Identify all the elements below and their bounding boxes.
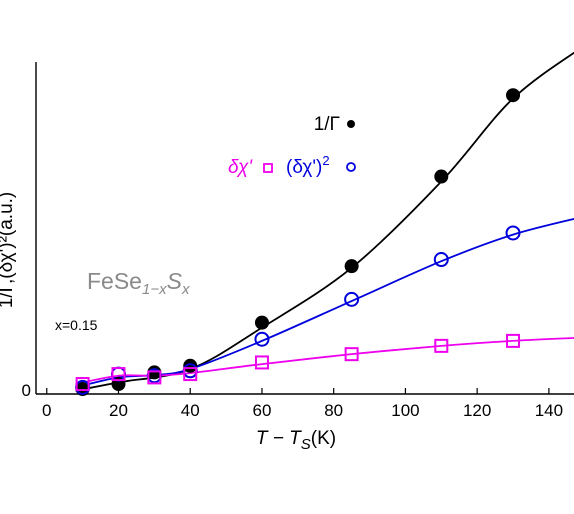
legend-marker-inv-gamma — [347, 120, 355, 128]
material-label: FeSe1−xSx — [87, 268, 190, 298]
series-line-filled-circle — [75, 51, 574, 392]
data-point-open-circle — [433, 252, 449, 268]
data-point-open-circle — [254, 331, 270, 347]
x-axis-label-main: T − T — [256, 428, 302, 449]
series-line-open-square — [75, 337, 574, 385]
data-point-open-square — [434, 338, 449, 353]
x-tick-label: 60 — [252, 401, 271, 420]
legend-label-dchi-sq: (δχ')2 — [286, 153, 330, 178]
material-label-s: S — [167, 268, 183, 294]
data-point-open-square — [111, 367, 126, 382]
series-layer — [75, 51, 574, 397]
data-point-open-square — [75, 377, 90, 392]
data-point-open-square — [147, 370, 162, 385]
legend-label-inv-gamma: 1/Γ — [314, 114, 340, 135]
material-label-sub: 1−x — [142, 281, 167, 298]
data-point-filled-circle — [147, 365, 162, 380]
data-point-open-square — [344, 347, 359, 362]
x-axis-label: T − TS(K) — [256, 428, 336, 453]
data-point-open-square — [254, 355, 269, 370]
material-label-s-sub: x — [181, 281, 190, 298]
y-axis-title: 1/Γ,(δχ')²(a.u.) — [0, 192, 17, 309]
composition-label: x=0.15 — [55, 317, 98, 333]
data-point-open-square — [506, 333, 521, 348]
x-tick-label: 100 — [391, 401, 419, 420]
y-ticks: 0 — [22, 381, 31, 400]
y-tick-label: 0 — [22, 381, 31, 400]
material-label-base: FeSe — [87, 268, 142, 294]
data-point-filled-circle — [254, 315, 269, 330]
legend-marker-dchi — [263, 163, 273, 173]
data-point-open-circle — [344, 291, 360, 307]
x-tick-label: 40 — [181, 401, 200, 420]
legend: 1/Γ δχ' (δχ')2 — [228, 114, 356, 178]
x-axis-label-sub: S — [301, 436, 311, 453]
data-point-filled-circle — [434, 169, 449, 184]
data-point-filled-circle — [344, 259, 359, 274]
x-tick-label: 120 — [463, 401, 491, 420]
legend-marker-dchi-sq — [346, 162, 356, 172]
x-tick-label: 20 — [109, 401, 128, 420]
x-ticks: 0 20 40 60 80 100 120 140 — [42, 388, 563, 420]
legend-label-dchi-sq-base: (δχ') — [286, 157, 322, 178]
x-tick-label: 0 — [42, 401, 51, 420]
x-tick-label: 140 — [535, 401, 563, 420]
legend-label-dchi-sq-sup: 2 — [322, 153, 329, 168]
series-line-open-circle — [75, 218, 574, 389]
data-point-open-circle — [505, 225, 521, 241]
data-point-filled-circle — [183, 358, 198, 373]
data-point-open-square — [183, 367, 198, 382]
data-point-filled-circle — [506, 88, 521, 103]
x-axis-label-tail: (K) — [311, 428, 336, 449]
y-axis-label: 1/Γ,(δχ')²(a.u.) — [0, 192, 17, 309]
x-tick-label: 80 — [324, 401, 343, 420]
legend-label-dchi: δχ' — [228, 157, 253, 178]
